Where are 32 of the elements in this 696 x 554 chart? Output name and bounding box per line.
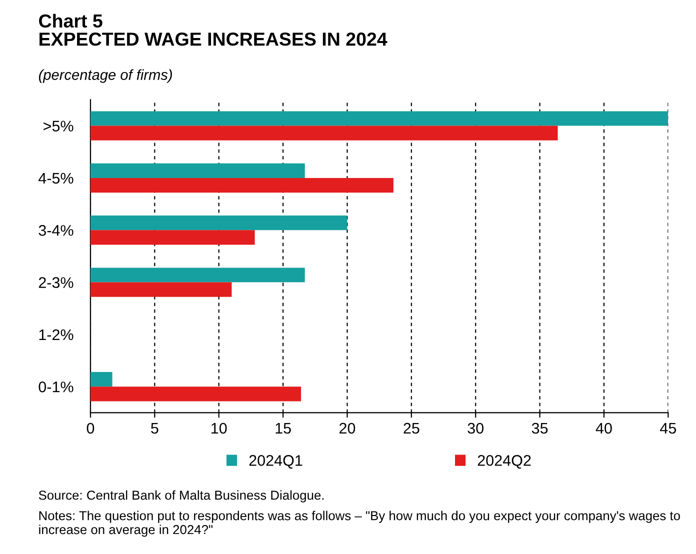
x-tick-label: 40 [596, 422, 612, 434]
source-note: Source: Central Bank of Malta Business Dialogue. [38, 490, 324, 502]
chart-subtitle: (percentage of firms) [38, 69, 172, 83]
bar [90, 216, 348, 230]
bar [90, 230, 255, 245]
legend-label: 2024Q1 [249, 455, 302, 469]
y-tick-label: >5% [44, 120, 74, 132]
y-tick-label: 4-5% [38, 172, 74, 184]
bar [90, 178, 394, 193]
x-tick-label: 45 [660, 423, 676, 434]
x-tick-label: 35 [532, 422, 548, 434]
bar [90, 268, 305, 282]
bar [90, 111, 668, 126]
bar [90, 163, 305, 178]
y-tick-label: 2-3% [38, 277, 74, 288]
x-tick-label: 20 [340, 422, 356, 434]
bar [90, 282, 232, 297]
chart-title: Chart 5 EXPECTED WAGE INCREASES IN 2024 [39, 14, 388, 46]
x-tick-label: 30 [468, 422, 484, 434]
legend-label: 2024Q2 [478, 455, 531, 469]
x-tick-label: 10 [212, 422, 227, 434]
text: Notes: The question put to respondents was as follows – "By how much do you expect your company's wages to increase on average in 2024?" [39, 510, 680, 537]
x-tick-label: 15 [276, 423, 291, 434]
y-tick-label: 0-1% [38, 382, 74, 392]
x-tick-label: 0 [86, 422, 94, 434]
y-tick-label: 3-4% [38, 225, 74, 236]
bar [90, 372, 112, 387]
bar [90, 126, 558, 140]
x-tick-label: 5 [151, 423, 158, 434]
y-tick-label: 1-2% [39, 329, 74, 340]
bar [90, 386, 302, 402]
x-tick-label: 25 [404, 422, 420, 434]
